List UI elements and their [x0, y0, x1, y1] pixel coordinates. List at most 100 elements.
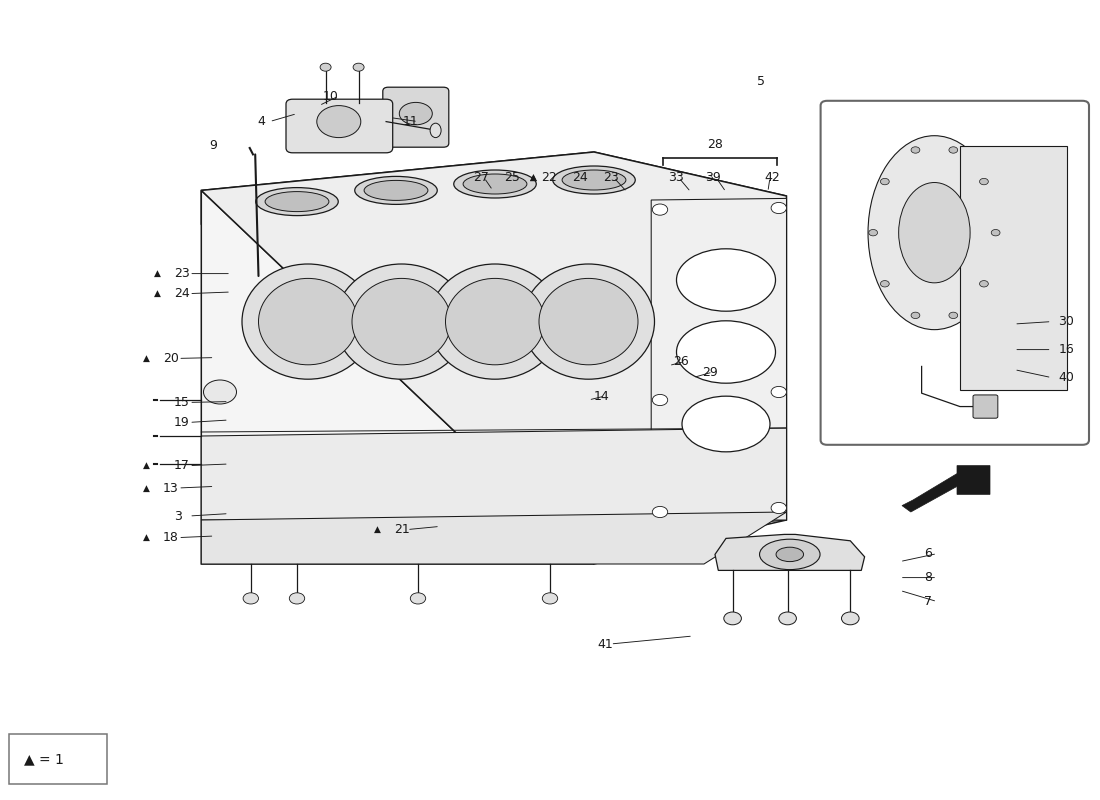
Text: 24: 24	[572, 171, 587, 184]
Text: 6: 6	[924, 547, 932, 560]
Text: 39: 39	[705, 171, 720, 184]
Text: 30: 30	[1058, 315, 1074, 328]
Circle shape	[771, 502, 786, 514]
Text: ▲: ▲	[154, 289, 161, 298]
Text: 14: 14	[594, 390, 609, 402]
Circle shape	[880, 281, 889, 287]
FancyBboxPatch shape	[9, 734, 107, 784]
Polygon shape	[902, 466, 990, 512]
Text: 21: 21	[394, 523, 409, 536]
Ellipse shape	[539, 278, 638, 365]
Text: 16: 16	[1058, 343, 1074, 356]
Circle shape	[979, 281, 988, 287]
Ellipse shape	[552, 166, 636, 194]
Circle shape	[317, 106, 361, 138]
Text: 27: 27	[473, 171, 488, 184]
Circle shape	[991, 230, 1000, 236]
Text: 20: 20	[163, 352, 178, 365]
Polygon shape	[715, 534, 865, 570]
Ellipse shape	[676, 321, 776, 383]
Ellipse shape	[776, 547, 803, 562]
Text: 17: 17	[174, 459, 189, 472]
Circle shape	[771, 386, 786, 398]
Circle shape	[979, 178, 988, 185]
Ellipse shape	[352, 278, 451, 365]
Ellipse shape	[868, 136, 1001, 330]
Ellipse shape	[446, 278, 544, 365]
Polygon shape	[201, 512, 786, 564]
Text: a passion for parts
since 1965: a passion for parts since 1965	[362, 414, 606, 578]
Ellipse shape	[430, 123, 441, 138]
Text: 5: 5	[757, 75, 764, 88]
Text: ▲: ▲	[154, 269, 161, 278]
Circle shape	[911, 146, 920, 153]
Ellipse shape	[255, 188, 339, 215]
Text: 23: 23	[603, 171, 618, 184]
Ellipse shape	[364, 180, 428, 200]
Circle shape	[652, 506, 668, 518]
Text: 26: 26	[673, 355, 689, 368]
Text: 3: 3	[174, 510, 182, 522]
Text: 25: 25	[504, 171, 519, 184]
Text: ▲: ▲	[143, 533, 150, 542]
Text: 18: 18	[163, 531, 178, 544]
Circle shape	[289, 593, 305, 604]
Text: ▲: ▲	[530, 173, 537, 182]
Text: ▲: ▲	[143, 354, 150, 363]
Text: 23: 23	[174, 267, 189, 280]
Text: 40: 40	[1058, 371, 1074, 384]
Circle shape	[724, 612, 741, 625]
Ellipse shape	[453, 170, 537, 198]
Ellipse shape	[682, 396, 770, 452]
Ellipse shape	[676, 249, 776, 311]
FancyBboxPatch shape	[383, 87, 449, 147]
Circle shape	[771, 202, 786, 214]
Ellipse shape	[429, 264, 561, 379]
Circle shape	[652, 204, 668, 215]
Text: 8: 8	[924, 571, 932, 584]
Ellipse shape	[463, 174, 527, 194]
Text: ▲: ▲	[374, 525, 381, 534]
Circle shape	[911, 312, 920, 318]
Circle shape	[320, 63, 331, 71]
Text: 29: 29	[702, 366, 717, 378]
Text: 9: 9	[209, 139, 217, 152]
Text: 42: 42	[764, 171, 780, 184]
FancyBboxPatch shape	[821, 101, 1089, 445]
Text: 28: 28	[707, 138, 723, 150]
Circle shape	[949, 312, 958, 318]
Text: 19: 19	[174, 416, 189, 429]
Circle shape	[652, 394, 668, 406]
Ellipse shape	[204, 380, 236, 404]
Text: 13: 13	[163, 482, 178, 494]
Text: 41: 41	[597, 638, 613, 650]
Text: ▲: ▲	[143, 483, 150, 493]
Text: 24: 24	[174, 287, 189, 300]
Circle shape	[869, 230, 878, 236]
Text: 15: 15	[174, 396, 189, 409]
Circle shape	[353, 63, 364, 71]
Circle shape	[949, 146, 958, 153]
Polygon shape	[201, 428, 786, 520]
Text: 4: 4	[257, 115, 265, 128]
Circle shape	[880, 178, 889, 185]
Polygon shape	[651, 198, 786, 532]
Circle shape	[842, 612, 859, 625]
Ellipse shape	[399, 102, 432, 125]
Text: ▲: ▲	[530, 173, 537, 182]
Ellipse shape	[354, 176, 438, 204]
Text: 10: 10	[322, 90, 338, 102]
Ellipse shape	[265, 192, 329, 212]
Text: 33: 33	[668, 171, 683, 184]
Text: 7: 7	[924, 595, 932, 608]
Circle shape	[779, 612, 796, 625]
Polygon shape	[201, 152, 786, 224]
Text: ▲ = 1: ▲ = 1	[24, 752, 64, 766]
Ellipse shape	[899, 182, 970, 283]
Polygon shape	[960, 146, 1067, 390]
FancyBboxPatch shape	[286, 99, 393, 153]
Circle shape	[243, 593, 258, 604]
Circle shape	[542, 593, 558, 604]
Ellipse shape	[759, 539, 820, 570]
Polygon shape	[201, 190, 594, 564]
